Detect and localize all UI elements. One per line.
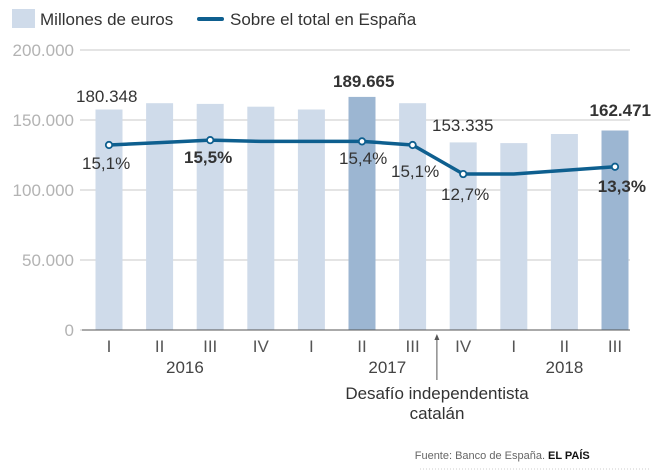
bar-value-label: 153.335: [432, 116, 493, 135]
y-tick-label: 0: [65, 321, 74, 340]
x-tick-label: III: [406, 337, 420, 356]
source-text: Fuente: Banco de España.: [415, 450, 545, 462]
x-tick-label: II: [357, 337, 366, 356]
bar-value-label: 180.348: [76, 87, 137, 106]
bars: [95, 96, 629, 331]
annotation-text: Desafío independentista: [345, 384, 529, 403]
bar: [348, 96, 376, 331]
x-tick-label: III: [203, 337, 217, 356]
x-tick-label: IV: [253, 337, 270, 356]
legend: Millones de euros Sobre el total en Espa…: [12, 9, 417, 29]
year-label: 2018: [545, 358, 583, 377]
x-tick-label: IV: [455, 337, 472, 356]
line-marker: [357, 137, 367, 146]
bar: [500, 143, 528, 330]
bar-value-label: 162.471: [590, 101, 651, 120]
bar: [297, 109, 325, 330]
legend-line-label: Sobre el total en España: [230, 10, 417, 29]
line-marker: [206, 136, 215, 145]
year-label: 2016: [166, 358, 204, 377]
legend-line-swatch: [197, 17, 224, 21]
y-tick-label: 200.000: [13, 41, 74, 60]
line-series: [104, 136, 620, 179]
x-tick-label: III: [608, 337, 622, 356]
y-tick-label: 150.000: [13, 111, 74, 130]
line-value-label: 15,5%: [184, 148, 232, 167]
line-value-label: 15,1%: [391, 162, 439, 181]
bar: [601, 130, 629, 330]
x-tick-label: I: [511, 337, 516, 356]
y-tick-label: 100.000: [13, 181, 74, 200]
line-value-label: 15,1%: [82, 154, 130, 173]
y-tick-label: 50.000: [22, 251, 74, 270]
annotation-text: catalán: [410, 404, 465, 423]
line-value-label: 13,3%: [598, 177, 646, 196]
line-value-label: 12,7%: [441, 185, 489, 204]
line-value-label: 15,4%: [339, 149, 387, 168]
bar: [399, 103, 427, 330]
x-tick-label: II: [155, 337, 164, 356]
line-marker: [408, 140, 417, 150]
x-tick-label: II: [560, 337, 569, 356]
legend-bar-swatch: [12, 9, 35, 28]
bar: [550, 134, 578, 330]
bar: [146, 103, 174, 330]
x-tick-label: I: [309, 337, 314, 356]
year-label: 2017: [368, 358, 406, 377]
x-tick-label: I: [107, 337, 112, 356]
bar: [247, 106, 275, 330]
line-marker: [104, 140, 114, 150]
line-marker: [610, 162, 620, 171]
bar-value-label: 189.665: [333, 72, 394, 91]
footer: Fuente: Banco de España. EL PAÍS: [415, 449, 650, 470]
annotation-arrow-head: [434, 334, 440, 340]
line-marker: [459, 169, 468, 179]
data-labels: 180.348 189.665 153.335 162.471 15,1% 15,5% 15…: [76, 72, 651, 204]
brand-logo: EL PAÍS: [548, 449, 590, 462]
legend-bars-label: Millones de euros: [40, 10, 173, 29]
